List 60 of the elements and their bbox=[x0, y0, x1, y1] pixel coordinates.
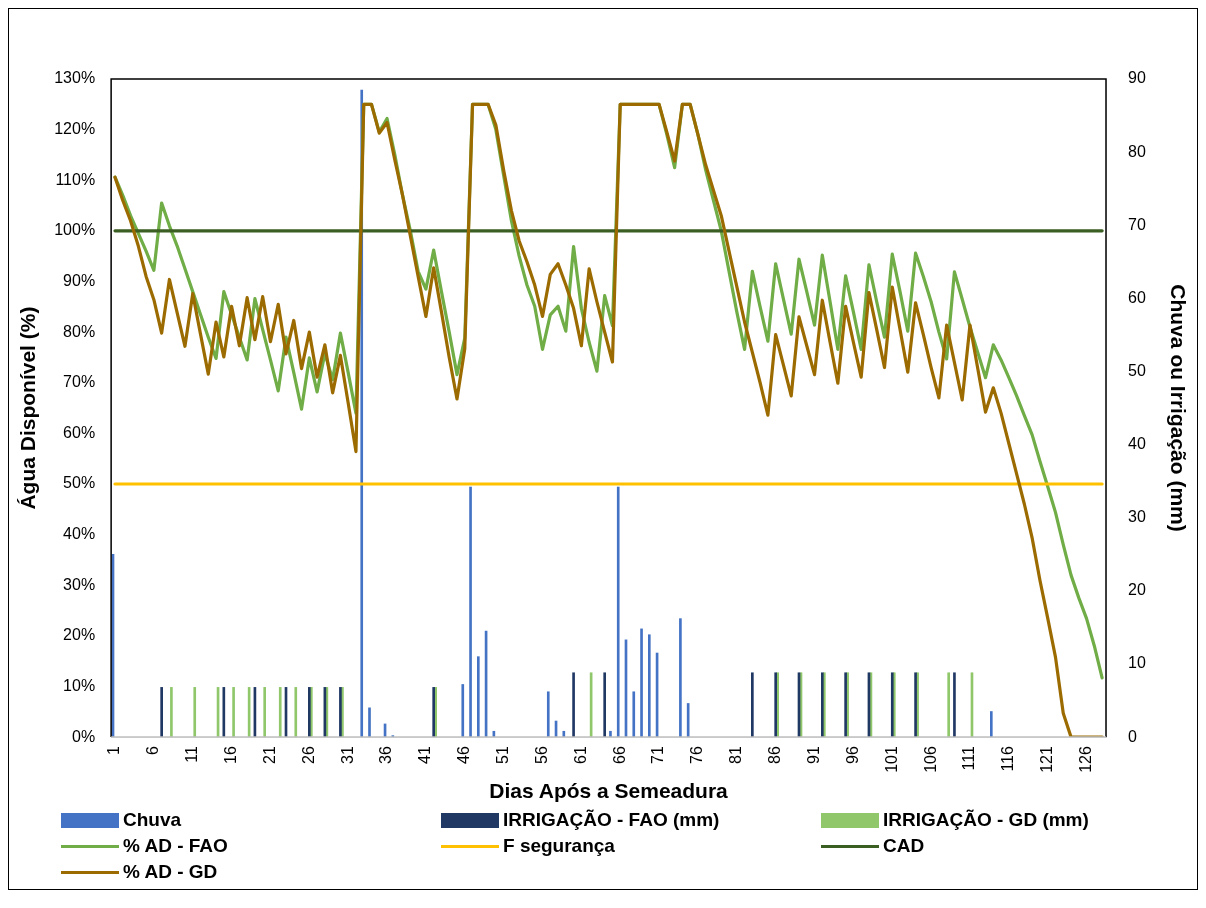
y2-tick-label: 0 bbox=[1128, 727, 1137, 745]
y2-tick-label: 90 bbox=[1128, 69, 1146, 87]
x-tick-label: 16 bbox=[222, 746, 239, 764]
x-tick-label: 76 bbox=[688, 746, 706, 764]
y-tick-label: 80% bbox=[63, 322, 96, 340]
x-tick-label: 21 bbox=[260, 746, 278, 764]
y2-tick-label: 60 bbox=[1128, 288, 1146, 306]
y-tick-label: 70% bbox=[63, 373, 96, 391]
y-tick-label: 10% bbox=[63, 676, 96, 694]
x-tick-label: 31 bbox=[338, 746, 356, 764]
legend-label: IRRIGAÇÃO - FAO (mm) bbox=[503, 809, 720, 831]
y-tick-label: 40% bbox=[63, 525, 96, 543]
y-tick-label: 30% bbox=[63, 575, 96, 593]
x-tick-label: 41 bbox=[416, 746, 434, 764]
y2-tick-label: 20 bbox=[1128, 581, 1146, 599]
y-tick-label: 20% bbox=[63, 626, 96, 644]
x-tick-label: 126 bbox=[1076, 746, 1094, 773]
legend-label: % AD - FAO bbox=[123, 835, 228, 857]
x-axis-title: Dias Após a Semeadura bbox=[489, 779, 729, 803]
y-tick-label: 50% bbox=[63, 474, 96, 492]
y-tick-label: 130% bbox=[54, 69, 96, 87]
x-tick-label: 106 bbox=[921, 746, 939, 773]
y2-tick-label: 10 bbox=[1128, 654, 1146, 672]
x-tick-label: 66 bbox=[610, 746, 628, 764]
y-tick-label: 110% bbox=[55, 170, 96, 188]
x-tick-label: 81 bbox=[727, 746, 745, 764]
x-tick-label: 61 bbox=[571, 746, 589, 764]
x-tick-label: 51 bbox=[494, 746, 512, 764]
x-tick-label: 111 bbox=[960, 746, 978, 771]
x-tick-label: 71 bbox=[649, 746, 667, 764]
legend-label: IRRIGAÇÃO - GD (mm) bbox=[883, 809, 1089, 831]
legend-label: % AD - GD bbox=[123, 861, 218, 883]
y-tick-label: 100% bbox=[54, 221, 96, 239]
y2-tick-label: 50 bbox=[1128, 361, 1146, 379]
y2-tick-label: 80 bbox=[1128, 142, 1146, 160]
legend-label: F segurança bbox=[503, 835, 615, 857]
y-tick-label: 60% bbox=[63, 423, 96, 441]
x-tick-label: 121 bbox=[1038, 746, 1056, 773]
y-tick-label: 90% bbox=[63, 271, 96, 289]
x-tick-label: 86 bbox=[766, 746, 784, 764]
x-tick-label: 46 bbox=[455, 746, 473, 764]
x-tick-label: 11 bbox=[183, 746, 201, 763]
y-tick-label: 120% bbox=[54, 120, 96, 138]
y2-tick-label: 30 bbox=[1128, 508, 1146, 526]
x-tick-label: 101 bbox=[882, 746, 900, 773]
x-tick-label: 1 bbox=[105, 746, 123, 756]
y2-axis-title: Chuva ou Irrigação (mm) bbox=[1166, 284, 1190, 532]
x-tick-label: 56 bbox=[532, 746, 550, 764]
x-tick-label: 6 bbox=[144, 746, 162, 756]
y-axis-title: Água Disponível (%) bbox=[16, 306, 40, 510]
legend-label: CAD bbox=[883, 835, 925, 857]
y2-tick-label: 40 bbox=[1128, 435, 1146, 453]
x-tick-label: 96 bbox=[843, 746, 861, 764]
x-tick-label: 36 bbox=[377, 746, 395, 764]
legend-label: Chuva bbox=[123, 809, 182, 831]
x-tick-label: 26 bbox=[299, 746, 317, 764]
y2-tick-label: 70 bbox=[1128, 215, 1146, 233]
y-tick-label: 0% bbox=[72, 727, 96, 745]
x-tick-label: 116 bbox=[999, 746, 1017, 772]
x-tick-label: 91 bbox=[804, 746, 822, 764]
